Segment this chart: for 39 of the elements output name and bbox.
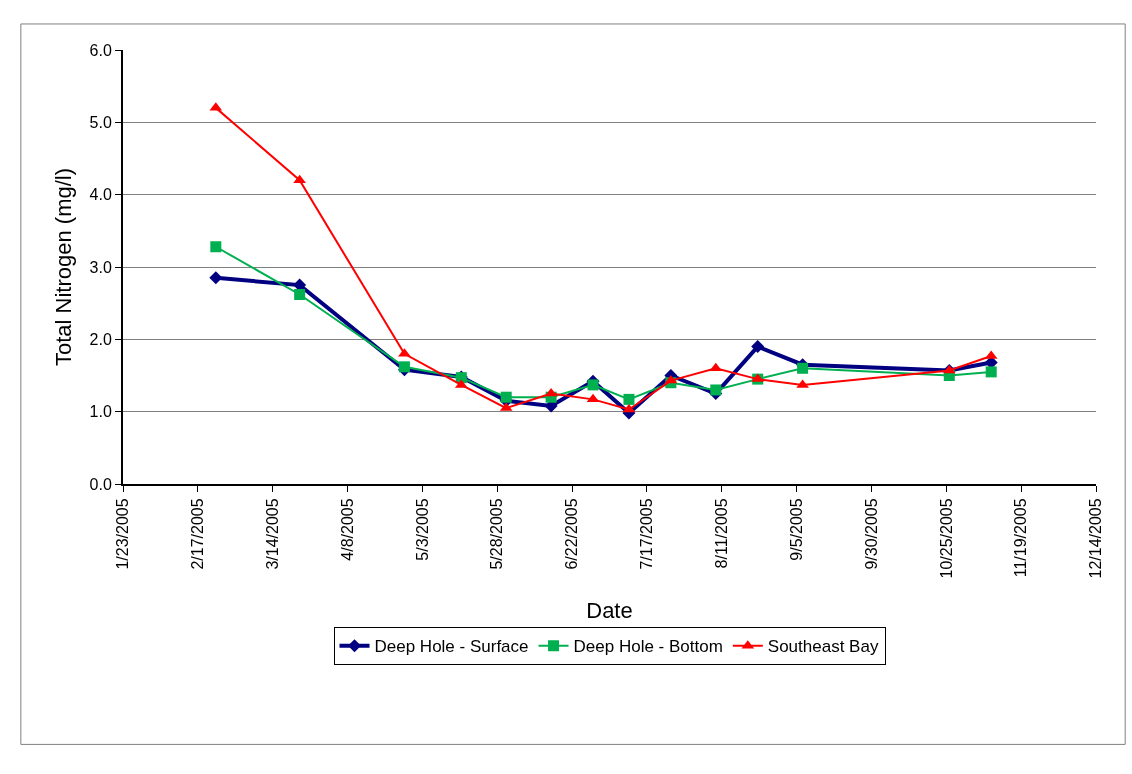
legend-label: Deep Hole - Surface [374, 637, 529, 657]
point [751, 340, 765, 354]
x-tick-label: 3/14/2005 [263, 498, 281, 570]
point [500, 391, 512, 403]
y-axis-title: Total Nitrogen (mg/l) [50, 167, 76, 367]
y-tick-label: 5.0 [89, 113, 112, 131]
x-tick-label: 7/17/2005 [638, 498, 656, 570]
point [209, 271, 223, 285]
point [623, 393, 635, 405]
x-tick-label: 5/3/2005 [413, 498, 431, 561]
point [210, 241, 222, 253]
x-tick-label: 11/19/2005 [1012, 498, 1030, 578]
point [586, 393, 600, 403]
y-tick-label: 3.0 [89, 258, 112, 276]
x-tick-label: 12/14/2005 [1087, 498, 1105, 579]
y-tick-label: 1.0 [89, 403, 112, 421]
x-tick-label: 5/28/2005 [488, 498, 506, 570]
point [985, 366, 997, 378]
x-tick-label: 1/23/2005 [114, 498, 132, 570]
legend-label: Southeast Bay [767, 637, 879, 657]
y-tick-label: 4.0 [89, 186, 112, 204]
x-tick-label: 10/25/2005 [937, 498, 955, 579]
point [294, 288, 306, 300]
point [710, 384, 722, 396]
x-tick-label: 9/30/2005 [862, 498, 880, 570]
point [398, 361, 410, 373]
y-tick-label: 6.0 [89, 41, 112, 59]
x-tick-label: 2/17/2005 [189, 498, 207, 570]
x-axis-title: Date [586, 597, 633, 623]
point [709, 362, 723, 372]
point [587, 379, 599, 391]
x-tick-label: 6/22/2005 [563, 498, 581, 570]
x-tick-label: 9/5/2005 [787, 498, 805, 561]
legend-label: Deep Hole - Bottom [573, 637, 723, 657]
x-tick-label: 8/11/2005 [712, 498, 730, 569]
y-tick-label: 2.0 [89, 330, 112, 348]
x-tick-label: 4/8/2005 [338, 498, 356, 561]
y-tick-label: 0.0 [89, 475, 112, 493]
point [797, 362, 809, 374]
